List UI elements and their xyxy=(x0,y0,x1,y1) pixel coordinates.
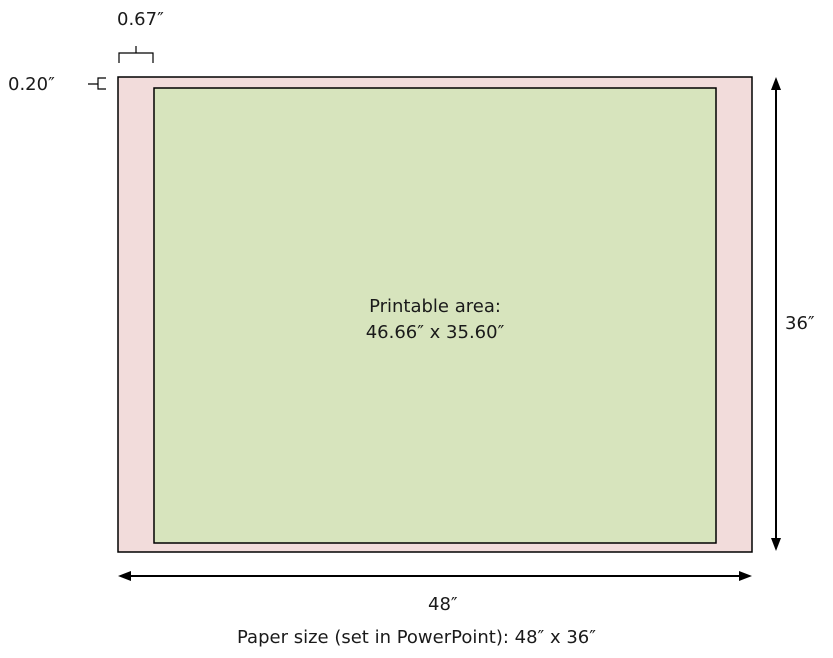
printable-area-dimensions: 46.66″ x 35.60″ xyxy=(365,322,505,343)
printable-area-text: Printable area: 46.66″ x 35.60″ xyxy=(154,294,716,346)
top-margin-label: 0.20″ xyxy=(8,74,55,95)
height-arrow xyxy=(771,77,781,551)
width-label: 48″ xyxy=(428,594,458,615)
side-margin-bracket xyxy=(118,46,154,63)
printable-area-title: Printable area: xyxy=(369,296,501,317)
side-margin-label: 0.67″ xyxy=(117,9,164,30)
printable-area-rect xyxy=(153,87,717,544)
height-label: 36″ xyxy=(785,313,815,334)
width-arrow xyxy=(118,571,752,581)
top-margin-bracket xyxy=(88,77,106,90)
paper-size-caption: Paper size (set in PowerPoint): 48″ x 36… xyxy=(237,627,596,648)
